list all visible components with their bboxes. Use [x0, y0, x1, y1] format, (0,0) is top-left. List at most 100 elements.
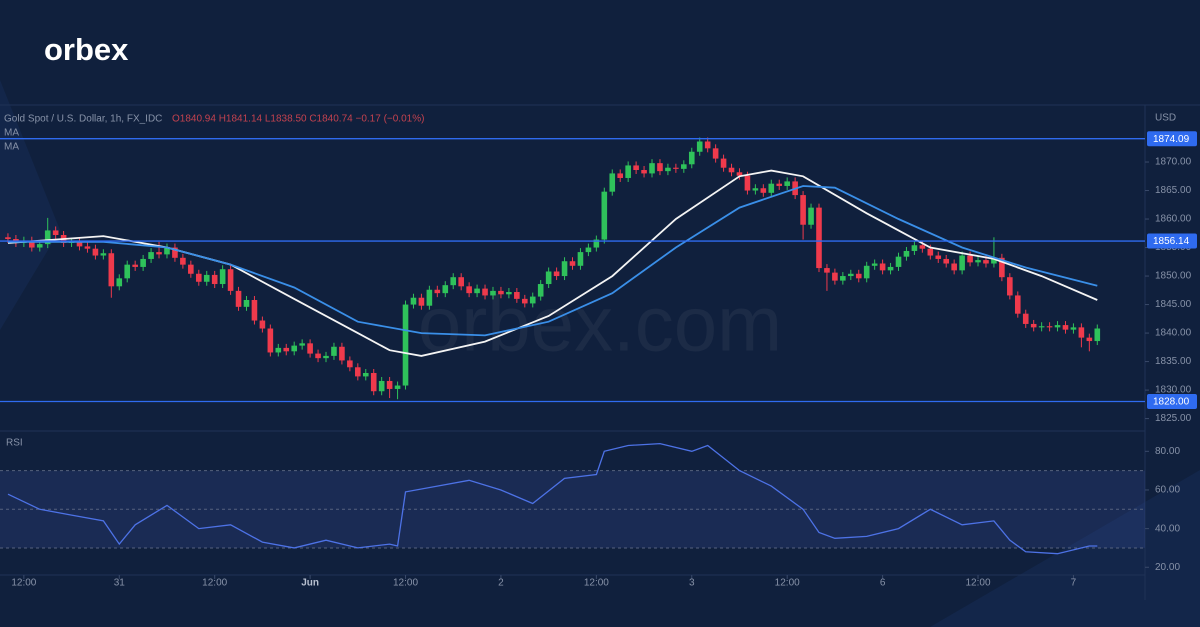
candle-body [529, 296, 536, 304]
candle-body [267, 328, 274, 353]
candle-body [442, 285, 449, 294]
candle-body [832, 272, 838, 281]
candle-body [975, 260, 981, 263]
candle-body [1062, 325, 1069, 330]
candle-body [1030, 323, 1037, 328]
candle-body [434, 289, 441, 294]
candle-body [355, 367, 361, 377]
y-tick-label: 1845.00 [1155, 299, 1192, 310]
candle-body [1070, 327, 1077, 330]
candle-body [418, 297, 425, 306]
candle-body [370, 372, 377, 392]
level-label: 1828.00 [1153, 397, 1190, 408]
candle-body [521, 298, 528, 304]
y-tick-label: 1840.00 [1155, 328, 1192, 339]
candle-body [251, 300, 258, 321]
candle-body [29, 240, 35, 248]
x-tick-label: Jun [301, 578, 319, 589]
candle-body [1046, 326, 1053, 328]
candle-body [1014, 295, 1021, 314]
level-box [1147, 131, 1197, 147]
candle-body [704, 141, 711, 149]
candle-body [164, 247, 170, 255]
candle-body [211, 274, 218, 285]
x-tick-label: 7 [1071, 578, 1077, 589]
candle-body [784, 181, 790, 186]
candle-body [760, 188, 767, 193]
candle-body [44, 230, 51, 245]
candle-body [76, 241, 83, 247]
candle-body [617, 173, 624, 178]
candle-body [299, 343, 305, 346]
candle-body [498, 290, 504, 295]
x-tick-label: 31 [114, 578, 126, 589]
candle-body [927, 248, 934, 256]
chart-title: Gold Spot / U.S. Dollar, 1h, FX_IDC [4, 114, 162, 125]
candle-body [903, 250, 910, 257]
y-tick-label: 1865.00 [1155, 185, 1192, 196]
candle-body [195, 273, 202, 282]
candle-body [458, 277, 464, 287]
moving-average [8, 185, 1098, 337]
candle-body [871, 263, 878, 266]
candle-body [1086, 337, 1093, 342]
y-tick-label: 1835.00 [1155, 356, 1192, 367]
moving-average [7, 169, 1098, 357]
candle-body [951, 263, 957, 271]
candle-body [649, 163, 655, 174]
legend-entry: MA [4, 128, 19, 139]
candle-body [92, 248, 99, 256]
candle-body [148, 252, 154, 259]
candle-body [331, 346, 337, 356]
candle-body [124, 264, 131, 279]
x-tick-label: 3 [689, 578, 695, 589]
candle-body [227, 269, 234, 291]
candle-body [156, 252, 162, 255]
candle-body [999, 257, 1005, 278]
candle-body [911, 245, 918, 251]
candle-body [720, 158, 727, 168]
candle-body [410, 297, 417, 305]
candle-body [140, 258, 146, 267]
decor [0, 80, 60, 330]
y-tick-label: 1830.00 [1155, 385, 1192, 396]
candle-body [863, 265, 870, 279]
candle-body [1054, 325, 1061, 328]
candle-body [919, 245, 926, 249]
y-tick-label: 40.00 [1155, 523, 1180, 534]
x-tick-label: 12:00 [393, 578, 418, 589]
currency: USD [1155, 113, 1176, 124]
level-box [1147, 393, 1197, 409]
candle-body [172, 247, 178, 258]
x-tick-label: 12:00 [584, 578, 609, 589]
candle-body [768, 183, 775, 193]
y-tick-label: 20.00 [1155, 562, 1180, 573]
candle-body [1007, 277, 1013, 296]
candle-body [553, 271, 560, 277]
candle-body [116, 278, 123, 287]
candle-body [275, 347, 282, 353]
candle-body [259, 320, 266, 329]
candle-body [744, 175, 751, 191]
candle-body [5, 237, 11, 239]
candle-body [466, 286, 472, 294]
candle-body [967, 255, 973, 263]
candle-body [108, 253, 115, 287]
candle-body [180, 257, 186, 265]
x-tick-label: 6 [880, 578, 886, 589]
candle-body [800, 195, 806, 225]
y-tick-label: 1825.00 [1155, 413, 1192, 424]
candle-body [378, 380, 385, 392]
y-tick-label: 60.00 [1155, 485, 1180, 496]
legend-entry: MA [4, 142, 19, 153]
candle-body [188, 264, 194, 274]
candle-body [291, 345, 298, 352]
candle-body [959, 255, 965, 271]
watermark: orbex.com [418, 280, 782, 368]
candle-body [641, 170, 647, 174]
y-tick-label: 1850.00 [1155, 271, 1192, 282]
candle-body [235, 290, 242, 307]
candle-body [696, 141, 703, 152]
candle-body [339, 346, 345, 361]
